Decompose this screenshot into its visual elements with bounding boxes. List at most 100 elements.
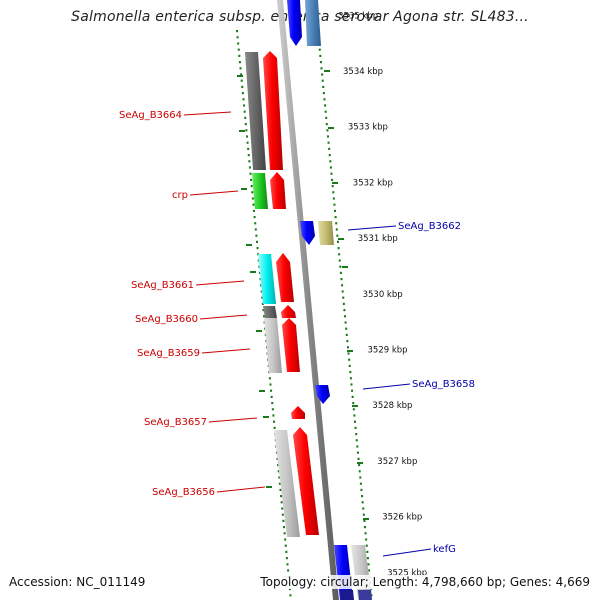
guide-dash [347,350,353,352]
guide-dot [326,135,329,138]
guide-dot [353,414,356,417]
guide-dot [336,240,339,243]
guide-dot [250,185,253,188]
guide-dot [278,476,281,479]
gene-leader-line [362,383,411,390]
guide-dot [343,309,346,312]
guide-dot [331,185,334,188]
guide-dot [284,544,287,547]
guide-dot [238,61,241,64]
gene-crp-cog [252,173,268,209]
guide-dot [240,79,243,82]
guide-dot [348,358,351,361]
kbp-scale: 3535 kbp 3534 kbp 3533 kbp 3532 kbp 3531 kbp… [338,11,427,578]
gene-leader-line [183,111,232,116]
gene-label-forward: SeAg_B3656 [152,487,215,498]
guide-dot [244,116,247,119]
guide-dot [327,141,330,144]
guide-dot [243,104,246,107]
guide-dot [282,526,285,529]
guide-dot [321,79,324,82]
gene-seag-b3659 [282,318,300,372]
guide-dot [243,110,246,113]
guide-dot [240,73,243,76]
guide-dash [338,238,344,240]
guide-dot [331,178,334,181]
guide-dot [354,420,357,423]
guide-dot [362,513,365,516]
guide-dot [332,191,335,194]
backbone-ring [277,0,339,600]
guide-dot [247,154,250,157]
guide-dot [332,197,335,200]
guide-dot [282,519,285,522]
guide-dot [286,563,289,566]
guide-dot [251,191,254,194]
kbp-tick-label: 3527 kbp [377,457,417,467]
guide-dot [253,209,256,212]
guide-dot [285,550,288,553]
guide-dot [328,154,331,157]
gene-seag-b3662-cog [318,221,334,245]
guide-dot [238,54,241,57]
gene-label-forward: SeAg_B3659 [137,348,200,359]
gene-label-reverse: kefG [433,544,456,555]
guide-dot [247,147,250,150]
guide-dot [279,488,282,491]
guide-dot [288,588,291,591]
guide-dot [281,507,284,510]
guide-dot [333,203,336,206]
guide-dot [322,92,325,95]
guide-dot [355,439,358,442]
guide-dot [337,247,340,250]
guide-dot [357,457,360,460]
guide-dash [328,127,334,129]
guide-dash [239,130,245,132]
guide-dot [324,104,327,107]
guide-dot [345,333,348,336]
guide-dot [328,147,331,150]
guide-dash [241,188,247,190]
guide-dot [359,476,362,479]
gene-seag-b3656-cog [274,430,300,537]
guide-dot [334,209,337,212]
guide-dot [271,408,274,411]
gene-leader-line [216,486,266,493]
gene-seag-b3657 [291,406,305,419]
guide-dot [329,160,332,163]
gene-seag-b3658 [315,385,330,404]
kbp-tick-label: 3528 kbp [372,401,412,411]
guide-dot [364,532,367,535]
guide-dot [338,259,341,262]
guide-dot [348,364,351,367]
kbp-tick-label: 3533 kbp [348,123,388,133]
guide-dash [259,390,265,392]
guide-dash [250,271,256,273]
guide-dot [254,222,257,225]
gene-label-forward: SeAg_B3660 [135,314,198,325]
gene-label-forward: SeAg_B3664 [119,110,182,121]
guide-dot [354,426,357,429]
guide-dot [245,129,248,132]
guide-dot [272,414,275,417]
guide-dot [356,451,359,454]
gene-seag-b3664-cog [245,52,266,170]
guide-dot [273,420,276,423]
gene-features [245,0,372,600]
guide-dot [351,389,354,392]
gene-seag-b3664 [263,51,283,170]
guide-dot [241,85,244,88]
guide-dot [319,54,322,57]
guide-dot [268,377,271,380]
kbp-tick-label: 3535 kbp [338,11,378,21]
guide-dot [277,464,280,467]
guide-dash [363,518,369,520]
gene-seag-b3661 [276,253,294,302]
guide-dot [349,377,352,380]
kbp-tick-label: 3531 kbp [358,234,398,244]
guide-dash [332,182,338,184]
guide-dot [334,216,337,219]
guide-dot [259,278,262,281]
